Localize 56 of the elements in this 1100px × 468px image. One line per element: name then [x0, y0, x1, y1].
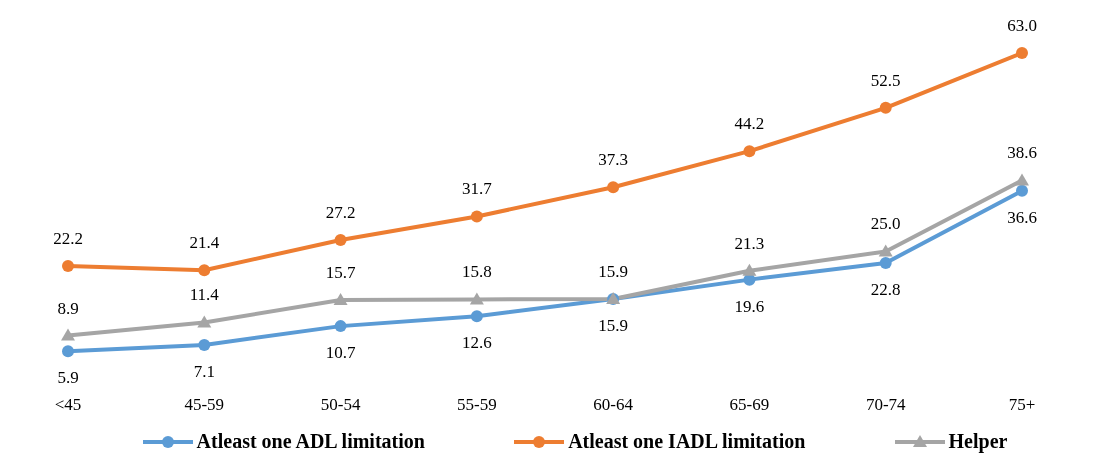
data-label: 31.7 — [461, 179, 493, 199]
data-label: 7.1 — [193, 361, 215, 381]
point — [333, 293, 348, 306]
point — [198, 264, 211, 277]
x-tick-label: 45-59 — [184, 395, 225, 415]
data-label: 22.8 — [870, 279, 901, 299]
x-tick-label: 55-59 — [457, 395, 497, 415]
data-label: 25.0 — [870, 214, 901, 234]
data-label: 15.7 — [325, 263, 356, 283]
data-label: 44.2 — [734, 114, 765, 134]
point — [879, 101, 892, 114]
data-label: 52.5 — [870, 70, 901, 90]
data-label: 63.0 — [1007, 16, 1037, 35]
data-label: 15.8 — [461, 262, 492, 282]
point — [742, 263, 757, 276]
data-label: 10.7 — [325, 343, 356, 363]
x-tick-label: 70-74 — [865, 395, 907, 415]
x-tick-label: <45 — [54, 395, 82, 415]
data-label: 12.6 — [461, 333, 492, 353]
point — [334, 233, 347, 246]
legend-label: Atleast one ADL limitation — [196, 430, 425, 453]
data-label: 27.2 — [325, 202, 356, 222]
data-label: 11.4 — [189, 285, 220, 305]
point — [470, 310, 483, 323]
x-tick-label: 75+ — [1008, 395, 1036, 415]
data-label: 15.9 — [598, 315, 629, 335]
data-label: 22.2 — [53, 229, 83, 249]
point — [62, 260, 74, 273]
point — [878, 244, 893, 257]
data-label: 37.3 — [598, 150, 629, 170]
point — [1016, 184, 1028, 197]
point — [607, 181, 620, 194]
point — [198, 338, 211, 351]
data-label: 15.9 — [598, 261, 629, 281]
point — [1015, 173, 1029, 186]
point — [879, 256, 892, 269]
point — [1016, 47, 1028, 59]
data-label: 8.9 — [57, 298, 79, 318]
data-label: 38.6 — [1007, 143, 1037, 163]
data-label: 36.6 — [1007, 207, 1037, 227]
point — [334, 320, 347, 333]
point — [470, 210, 483, 223]
data-label: 21.4 — [189, 233, 220, 253]
data-label: 5.9 — [57, 368, 79, 388]
x-tick-label: 65-69 — [729, 395, 770, 415]
data-label: 21.3 — [734, 233, 765, 253]
point — [62, 345, 74, 358]
x-tick-label: 50-54 — [320, 395, 361, 415]
point — [469, 292, 484, 305]
x-tick-label: 60-64 — [593, 395, 634, 415]
data-label: 19.6 — [734, 296, 765, 316]
point — [61, 328, 75, 341]
point — [743, 145, 756, 158]
legend-label: Atleast one IADL limitation — [568, 430, 806, 453]
legend-label: Helper — [948, 430, 1008, 453]
point — [197, 315, 212, 328]
